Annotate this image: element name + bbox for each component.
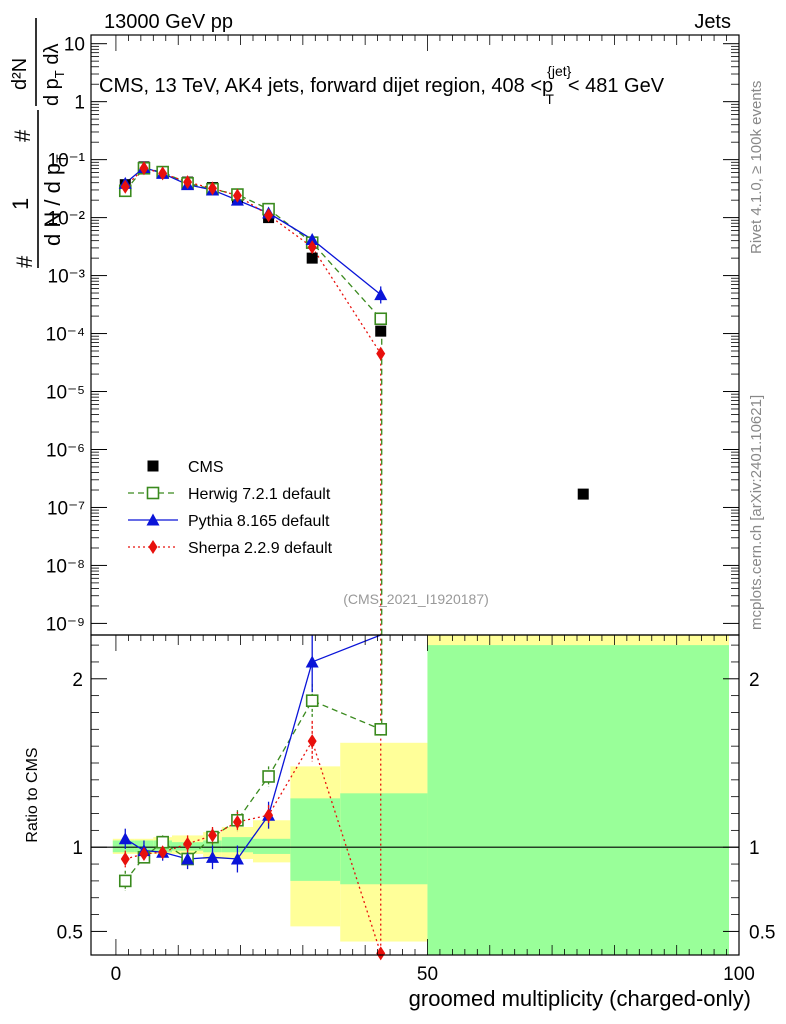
ratio-point-sherpa-5	[232, 814, 242, 829]
ylabel-one: 1	[8, 198, 33, 210]
legend-label-herwig: Herwig 7.2.1 default	[188, 486, 331, 503]
ratio-point-herwig-6	[262, 770, 275, 783]
y-axis-label-ratio: Ratio to CMS	[24, 747, 41, 842]
axis-tick-labels: 10⁻⁹10⁻⁸10⁻⁷10⁻⁶10⁻⁵10⁻⁴10⁻³10⁻²10⁻¹1100…	[46, 35, 776, 985]
main-line-herwig	[124, 167, 382, 320]
ratio-point-sherpa-0	[120, 852, 130, 866]
ratio-point-sherpa-1	[139, 846, 149, 861]
ratio-point-sherpa-3	[183, 836, 193, 851]
main-ytick-label--5: 10⁻⁵	[46, 383, 85, 404]
ratio-uncertainty-bands	[112, 635, 729, 955]
main-point-sherpa-2	[158, 166, 168, 181]
ratio-point-herwig-7	[305, 694, 319, 707]
main-ytick-label--6: 10⁻⁶	[46, 440, 85, 461]
ratio-ytick-label-right-0.5: 0.5	[749, 922, 775, 943]
y-axis-label-main: # 1 d N / d pT # d²N d pT dλ	[8, 18, 69, 268]
band-green-7	[290, 798, 341, 881]
main-ytick-label--3: 10⁻³	[48, 267, 86, 288]
legend-marker-pythia	[146, 513, 160, 526]
ratio-point-pythia-0	[118, 832, 132, 845]
ratio-ytick-label-left-0.5: 0.5	[57, 922, 83, 943]
ratio-point-pythia-7	[305, 655, 319, 668]
x-axis-label: groomed multiplicity (charged-only)	[409, 986, 751, 1011]
ylabel-den2-sub: T	[52, 70, 67, 78]
legend-marker-herwig	[146, 486, 160, 500]
band-green-6	[253, 838, 291, 854]
ylabel-den2-text: d p	[41, 78, 63, 106]
legend-label-cms: CMS	[188, 459, 224, 476]
category-label: Jets	[694, 11, 731, 33]
ratio-ytick-label-left-2: 2	[72, 670, 83, 691]
main-point-cms-8	[375, 325, 387, 337]
ylabel-den-sub: T	[53, 154, 69, 163]
energy-label: 13000 GeV pp	[104, 11, 233, 33]
main-point-sherpa-4	[208, 181, 217, 196]
band-green-0	[112, 840, 135, 853]
chart-title-prefix: CMS, 13 TeV, AK4 jets, forward dijet reg…	[99, 75, 553, 97]
legend-marker-sherpa	[148, 540, 158, 554]
main-ytick-label--8: 10⁻⁸	[46, 556, 85, 577]
ratio-point-sherpa-4	[208, 828, 217, 843]
ratio-point-pythia-3	[181, 852, 195, 865]
legend-label-pythia: Pythia 8.165 default	[188, 513, 330, 530]
watermark: (CMS_2021_I1920187)	[343, 591, 489, 607]
ratio-ytick-label-right-2: 2	[749, 670, 760, 691]
chart-title-suffix: < 481 GeV	[568, 75, 665, 97]
main-point-sherpa-1	[139, 161, 149, 176]
ratio-point-herwig-8	[374, 723, 388, 736]
data-markers	[118, 161, 589, 961]
ylabel-hash-1: #	[12, 255, 37, 268]
main-point-herwig-8	[374, 312, 388, 326]
main-line-sherpa	[124, 167, 382, 355]
ratio-point-pythia-5	[230, 852, 244, 865]
xtick-label-0: 0	[111, 964, 122, 985]
main-point-sherpa-6	[264, 208, 274, 223]
legend: CMS Herwig 7.2.1 default Pythia 8.165 defa…	[128, 459, 333, 557]
ratio-ytick-label-left-1: 1	[72, 838, 83, 859]
ratio-point-herwig-0	[118, 874, 132, 888]
ylabel-den-text: d N / d p	[40, 163, 65, 246]
ratio-ytick-label-right-1: 1	[749, 838, 760, 859]
mcplots-label: mcplots.cern.ch [arXiv:2401.10621]	[748, 394, 765, 630]
band-green-8	[340, 793, 428, 885]
main-point-sherpa-7	[307, 240, 317, 255]
main-ytick-label--4: 10⁻⁴	[46, 325, 85, 346]
ylabel-den-2: d pT dλ	[41, 44, 67, 106]
ylabel-denominator: d N / d pT	[40, 154, 69, 246]
band-green-9	[427, 645, 729, 955]
main-ytick-label--1: 10⁻¹	[48, 151, 86, 172]
main-point-pythia-7	[305, 232, 319, 245]
main-point-sherpa-8	[376, 346, 386, 361]
xtick-label-100: 100	[723, 964, 755, 985]
main-point-sherpa-0	[120, 179, 130, 194]
chart-title-sup: {jet}	[547, 63, 571, 79]
ylabel-numerator: d²N	[9, 58, 31, 90]
main-ytick-label-0: 1	[74, 93, 85, 114]
axis-ticks	[91, 35, 740, 955]
main-ytick-label--9: 10⁻⁹	[46, 614, 85, 635]
ratio-point-sherpa-2	[158, 845, 168, 860]
main-point-sherpa-5	[232, 188, 242, 203]
main-ytick-label--2: 10⁻²	[48, 209, 86, 230]
ratio-point-pythia-4	[206, 850, 219, 863]
ratio-point-sherpa-6	[264, 808, 274, 823]
ylabel-hash-2: #	[10, 129, 35, 142]
legend-marker-cms	[147, 460, 159, 472]
ratio-point-sherpa-8	[376, 946, 386, 961]
main-ytick-label-1: 10	[64, 35, 85, 56]
rivet-label: Rivet 4.1.0, ≥ 100k events	[748, 80, 765, 254]
xtick-label-50: 50	[417, 964, 438, 985]
main-point-cms-9	[577, 488, 589, 500]
chart-title: CMS, 13 TeV, AK4 jets, forward dijet reg…	[99, 63, 665, 107]
ratio-point-sherpa-7	[307, 734, 317, 749]
ylabel-den2-tail: dλ	[41, 44, 63, 71]
main-ytick-label--7: 10⁻⁷	[47, 498, 85, 519]
legend-label-sherpa: Sherpa 2.2.9 default	[188, 540, 333, 557]
chart-title-sub: T	[545, 91, 554, 107]
main-point-pythia-8	[374, 288, 388, 301]
main-point-sherpa-3	[183, 175, 193, 190]
main-point-cms-7	[306, 252, 318, 264]
